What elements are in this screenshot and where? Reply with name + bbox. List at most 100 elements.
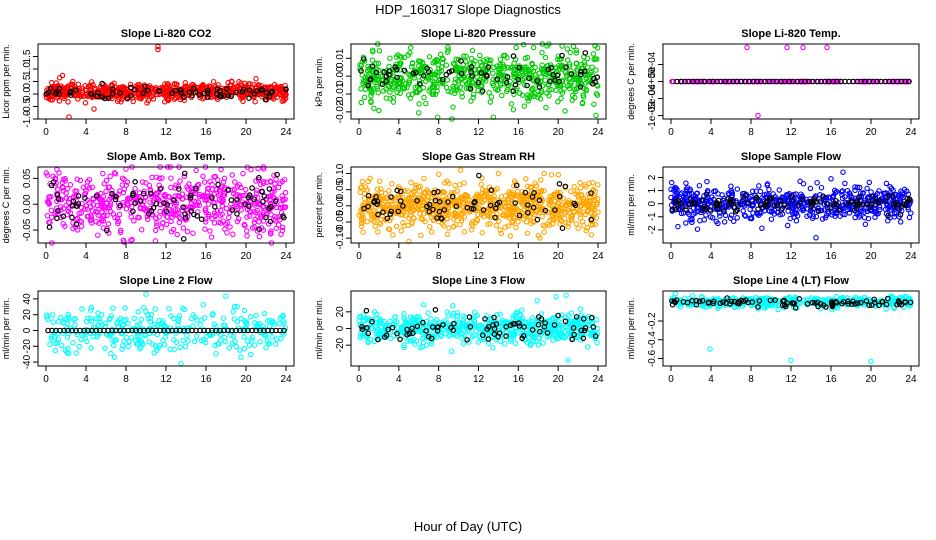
overlay-point [169,90,175,97]
data-point [202,197,208,203]
data-point [594,92,601,98]
data-point [273,204,280,211]
data-point [370,75,376,82]
data-point [256,219,262,225]
data-point [46,194,52,200]
data-point [108,350,114,357]
overlay-point [228,197,235,203]
data-point [138,226,145,233]
data-point [376,107,382,114]
data-point [130,98,136,105]
data-point [201,179,208,185]
data-point [439,55,446,62]
data-point [228,78,235,84]
data-point [575,198,581,204]
data-point [56,74,63,81]
x-tick-label: 16 [825,251,837,262]
data-point [232,201,239,208]
data-point [376,48,383,54]
data-point [445,88,452,95]
data-point [234,218,241,225]
data-point [277,84,283,90]
overlay-point [148,208,155,214]
overlay-point [246,192,253,198]
outlier-point [248,166,254,173]
x-tick-label: 16 [200,251,212,262]
data-point [418,215,424,222]
data-point [209,186,215,193]
data-point [522,82,528,88]
data-point [63,202,69,209]
data-point [704,178,710,185]
data-point [131,218,137,224]
data-point [116,211,123,218]
data-point [88,345,94,351]
data-point [242,186,249,193]
overlay-point [69,214,75,221]
data-point [226,345,233,351]
data-point [519,92,526,98]
data-point [60,176,67,183]
overlay-point [547,78,553,85]
y-tick-label: -1.0 [22,110,33,128]
x-tick-label: 12 [473,251,485,262]
data-point [497,56,504,63]
data-point [456,197,463,204]
data-point [132,185,138,192]
data-point [418,232,424,239]
data-point [565,220,571,227]
data-point [487,220,493,227]
data-point [450,83,456,90]
outlier-point [800,44,806,51]
data-point [156,198,163,204]
data-point [421,94,427,101]
data-point [247,351,254,358]
data-point [241,334,247,340]
data-point [48,214,55,221]
data-point [734,215,740,221]
overlay-point [536,84,543,90]
data-point [730,218,737,225]
y-tick-label: -40 [22,354,33,369]
data-point [539,49,545,56]
data-point [65,208,72,214]
data-point [223,205,230,212]
data-point [370,48,376,55]
data-point [247,213,253,219]
data-point [504,64,511,71]
panel-ylabel: ml/min per min. [314,298,324,360]
data-point [74,215,81,222]
data-point [114,98,121,104]
overlay-point [485,64,492,70]
data-point [502,224,508,231]
data-point [565,223,571,230]
data-point [70,78,76,85]
overlay-point [249,185,255,191]
data-point [520,41,527,48]
data-point [253,190,260,196]
data-point [361,94,368,101]
data-point [176,219,183,226]
overlay-point [187,195,194,201]
data-point [384,201,390,208]
data-point [413,184,419,191]
overlay-point [568,71,575,77]
data-point [577,185,584,191]
overlay-point [259,188,265,195]
panel-ylabel: kPa per min. [314,56,324,107]
data-point [359,178,366,185]
data-point [433,214,439,220]
data-point [146,182,153,189]
data-point [101,181,108,187]
data-point [103,188,109,195]
panel-ylabel: ml/min per min. [626,174,636,236]
data-point [387,89,393,95]
data-point [279,193,285,199]
y-tick-label: -1e-03 [647,101,658,130]
data-point [230,309,236,315]
data-point [184,332,190,339]
data-point [559,90,566,96]
data-point [417,211,423,217]
data-point [400,220,406,226]
data-point [558,56,564,62]
